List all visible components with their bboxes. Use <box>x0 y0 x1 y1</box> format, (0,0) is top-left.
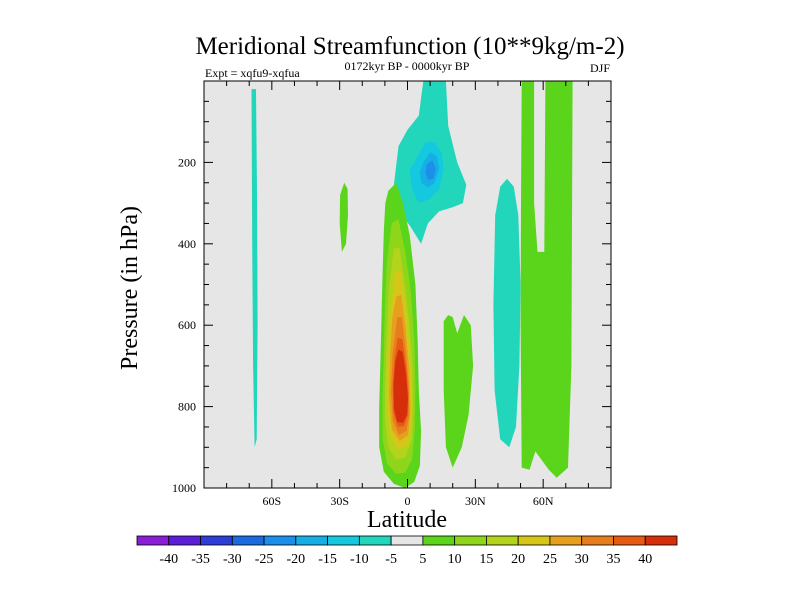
colorbar-label: -15 <box>318 552 337 567</box>
colorbar-box <box>517 535 551 546</box>
colorbar-box <box>136 535 170 546</box>
colorbar-label: -5 <box>385 552 397 567</box>
x-tick-label: 60N <box>533 494 554 508</box>
experiment-label: Expt = xqfu9-xqfua <box>205 66 300 80</box>
x-tick-label: 30N <box>465 494 486 508</box>
colorbar-box <box>454 535 487 546</box>
colorbar-label: -30 <box>223 552 242 567</box>
colorbar-box <box>358 535 392 546</box>
colorbar-label: -35 <box>191 552 210 567</box>
chart-title: Meridional Streamfunction (10**9kg/m-2) <box>195 33 624 60</box>
colorbar <box>136 535 678 546</box>
axis-ticks <box>203 80 612 489</box>
colorbar-label: 20 <box>511 552 525 567</box>
colorbar-box <box>295 535 328 546</box>
colorbar-label: 35 <box>606 552 620 567</box>
contour-fills <box>251 81 573 488</box>
colorbar-label: 25 <box>543 552 557 567</box>
colorbar-box <box>549 535 583 546</box>
colorbar-box <box>231 535 265 546</box>
polar-positive-strips-fill <box>520 81 573 478</box>
colorbar-label: 15 <box>479 552 493 567</box>
y-tick-label: 400 <box>178 237 196 251</box>
y-tick-label: 800 <box>178 400 196 414</box>
season-label: DJF <box>590 61 610 75</box>
y-tick-label: 1000 <box>172 481 196 495</box>
colorbar-label: -20 <box>286 552 305 567</box>
y-tick-label: 200 <box>178 155 196 169</box>
x-axis-label: Latitude <box>367 507 447 533</box>
colorbar-box <box>486 535 519 546</box>
y-tick-labels: 200 400 600 800 1000 <box>172 155 196 495</box>
y-tick-label: 600 <box>178 318 196 332</box>
colorbar-box <box>613 535 646 546</box>
colorbar-box <box>200 535 233 546</box>
x-tick-label: 30S <box>330 494 349 508</box>
colorbar-box <box>644 535 678 546</box>
ferrel-negative-fill <box>493 178 521 448</box>
hadley-cell-positive-level-fill <box>393 349 408 423</box>
colorbar-box <box>390 535 424 546</box>
time-range-label: 0172kyr BP - 0000kyr BP <box>345 59 470 73</box>
colorbar-box <box>263 535 297 546</box>
colorbar-box <box>168 535 201 546</box>
colorbar-label: -40 <box>159 552 178 567</box>
southern-negative-strip-fill <box>251 89 258 448</box>
small-positive-patch-fill <box>339 182 348 252</box>
x-tick-labels: 60S 30S 0 30N 60N <box>262 494 553 508</box>
colorbar-label: 5 <box>419 552 426 567</box>
upper-negative-cell-level-fill <box>425 160 436 180</box>
colorbar-labels: -40 -35 -30 -25 -20 -15 -10 -5 5 10 15 20 25 30 35 40 <box>159 552 652 567</box>
colorbar-box <box>581 535 614 546</box>
colorbar-label: -25 <box>255 552 274 567</box>
colorbar-label: 10 <box>448 552 462 567</box>
colorbar-label: 30 <box>575 552 589 567</box>
colorbar-label: 40 <box>638 552 652 567</box>
midlat-positive-fill <box>443 315 474 468</box>
colorbar-box <box>327 535 360 546</box>
x-tick-label: 0 <box>405 494 411 508</box>
y-axis-label: Pressure (in hPa) <box>117 206 143 370</box>
colorbar-box <box>422 535 456 546</box>
colorbar-label: -10 <box>350 552 369 567</box>
x-tick-label: 60S <box>262 494 281 508</box>
